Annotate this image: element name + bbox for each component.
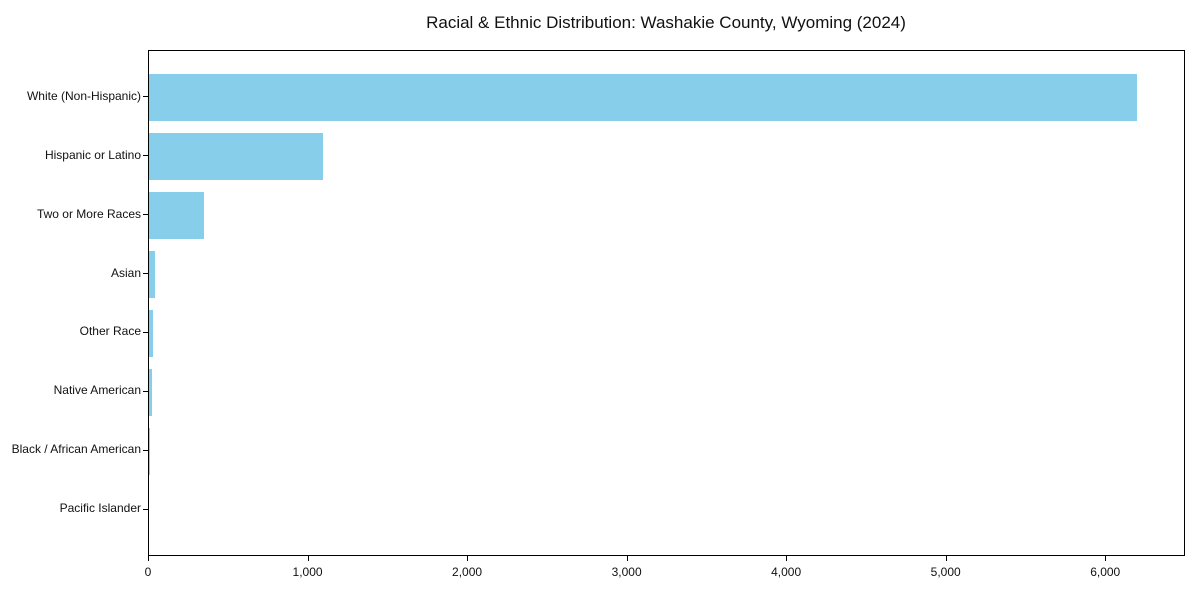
bar bbox=[149, 250, 156, 299]
x-tick-label: 1,000 bbox=[292, 565, 323, 579]
x-tick-mark bbox=[148, 556, 149, 561]
y-tick-mark bbox=[143, 273, 148, 274]
y-tick-label: Hispanic or Latino bbox=[44, 147, 141, 162]
x-tick-mark bbox=[467, 556, 469, 561]
x-tick-mark bbox=[1105, 556, 1107, 561]
bar bbox=[149, 427, 150, 476]
y-tick-label: Native American bbox=[53, 383, 141, 398]
x-tick-mark bbox=[786, 556, 788, 561]
x-tick-label: 6,000 bbox=[1090, 565, 1121, 579]
y-tick-mark bbox=[143, 331, 148, 333]
y-tick-mark bbox=[143, 390, 148, 392]
x-tick-mark bbox=[945, 556, 947, 561]
bar bbox=[149, 74, 1137, 122]
y-tick-label: White (Non-Hispanic) bbox=[26, 88, 141, 103]
y-tick-mark bbox=[143, 449, 148, 451]
y-tick-label: Two or More Races bbox=[36, 206, 141, 221]
bar bbox=[149, 132, 323, 181]
x-tick-label: 3,000 bbox=[611, 565, 642, 579]
x-tick-label: 5,000 bbox=[930, 565, 961, 579]
x-tick-label: 0 bbox=[144, 565, 152, 579]
y-tick-label: Black / African American bbox=[11, 442, 141, 457]
x-tick-mark bbox=[626, 556, 628, 561]
x-tick-label: 4,000 bbox=[771, 565, 802, 579]
bar bbox=[149, 191, 205, 240]
x-tick-label: 2,000 bbox=[452, 565, 483, 579]
y-tick-mark bbox=[143, 214, 148, 216]
chart-title: Racial & Ethnic Distribution: Washakie C… bbox=[426, 13, 906, 32]
plot-area bbox=[148, 50, 1185, 556]
y-tick-label: Other Race bbox=[79, 324, 141, 339]
y-tick-mark bbox=[143, 96, 148, 98]
y-tick-label: Pacific Islander bbox=[59, 501, 141, 516]
x-tick-mark bbox=[307, 556, 309, 561]
bar bbox=[149, 309, 154, 358]
bar bbox=[149, 368, 153, 417]
y-tick-label: Asian bbox=[110, 265, 141, 280]
y-tick-mark bbox=[143, 155, 148, 157]
y-tick-mark bbox=[143, 508, 148, 510]
